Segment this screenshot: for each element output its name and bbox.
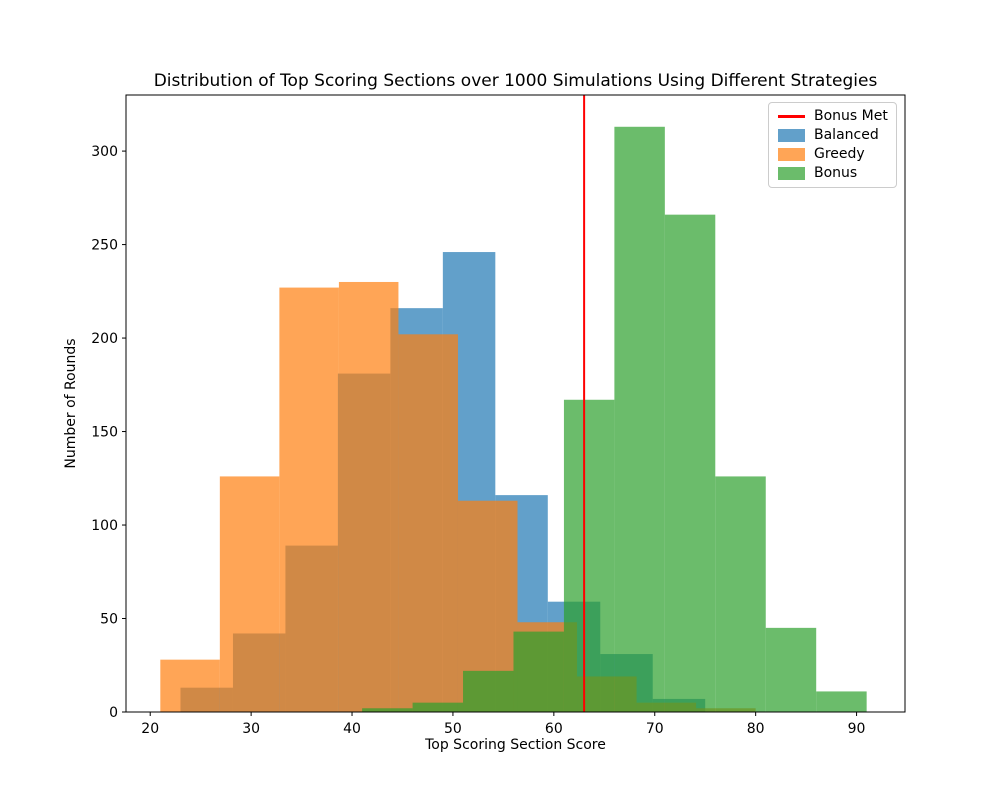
legend-label: Bonus <box>814 165 858 182</box>
y-tick-label: 150 <box>91 425 118 441</box>
x-tick-label: 70 <box>646 721 664 737</box>
x-tick-label: 90 <box>848 721 866 737</box>
hist-bar-bonus <box>563 399 615 712</box>
x-axis-label: Top Scoring Section Score <box>425 737 606 753</box>
x-tick-label: 20 <box>141 721 159 737</box>
hist-bar-bonus <box>463 670 514 712</box>
hist-bar-greedy <box>279 287 339 712</box>
hist-bar-bonus <box>513 631 564 712</box>
hist-bar-greedy <box>398 334 458 712</box>
legend-item-greedy: Greedy <box>778 147 887 162</box>
y-tick-label: 50 <box>100 612 118 628</box>
x-tick-label: 80 <box>747 721 765 737</box>
legend-label: Bonus Met <box>814 108 888 124</box>
x-tick-label: 40 <box>343 721 361 737</box>
legend-patch-swatch <box>778 148 805 162</box>
x-tick-label: 50 <box>444 721 462 737</box>
histogram-bars-layer <box>160 126 867 713</box>
hist-bar-bonus <box>362 708 413 712</box>
y-tick-label: 200 <box>91 331 118 347</box>
hist-bar-bonus <box>614 126 665 712</box>
y-axis-label: Number of Rounds <box>63 338 79 468</box>
legend-item-bonus: Bonus <box>778 166 887 181</box>
y-tick-label: 100 <box>91 518 118 534</box>
axes-frame <box>125 94 906 713</box>
legend-label: Balanced <box>814 127 879 144</box>
chart-title: Distribution of Top Scoring Sections ove… <box>153 71 878 91</box>
x-tick-label: 30 <box>242 721 260 737</box>
hist-bar-bonus <box>412 702 464 712</box>
y-tick-label: 250 <box>91 238 118 254</box>
legend-patch-swatch <box>778 128 805 142</box>
hist-bar-bonus <box>664 214 716 712</box>
y-tick-label: 300 <box>91 144 118 160</box>
hist-bar-greedy <box>338 281 399 712</box>
legend-patch-swatch <box>778 167 805 181</box>
legend: Bonus Met Balanced Greedy Bonus <box>768 102 897 188</box>
legend-line-swatch <box>778 115 805 118</box>
y-tick-label: 0 <box>109 705 118 721</box>
hist-bar-bonus <box>765 627 817 712</box>
hist-bar-bonus <box>715 476 766 712</box>
hist-bar-greedy <box>219 476 280 712</box>
hist-bar-greedy <box>160 659 220 712</box>
axis-ticks-layer: 20 30 40 50 60 70 80 90 0 50 100 150 200 250 300 <box>91 144 865 737</box>
x-tick-label: 60 <box>545 721 563 737</box>
legend-label: Greedy <box>814 146 865 163</box>
legend-item-bonus-met: Bonus Met <box>778 108 888 124</box>
hist-bar-bonus <box>816 691 867 712</box>
legend-item-balanced: Balanced <box>778 128 887 143</box>
